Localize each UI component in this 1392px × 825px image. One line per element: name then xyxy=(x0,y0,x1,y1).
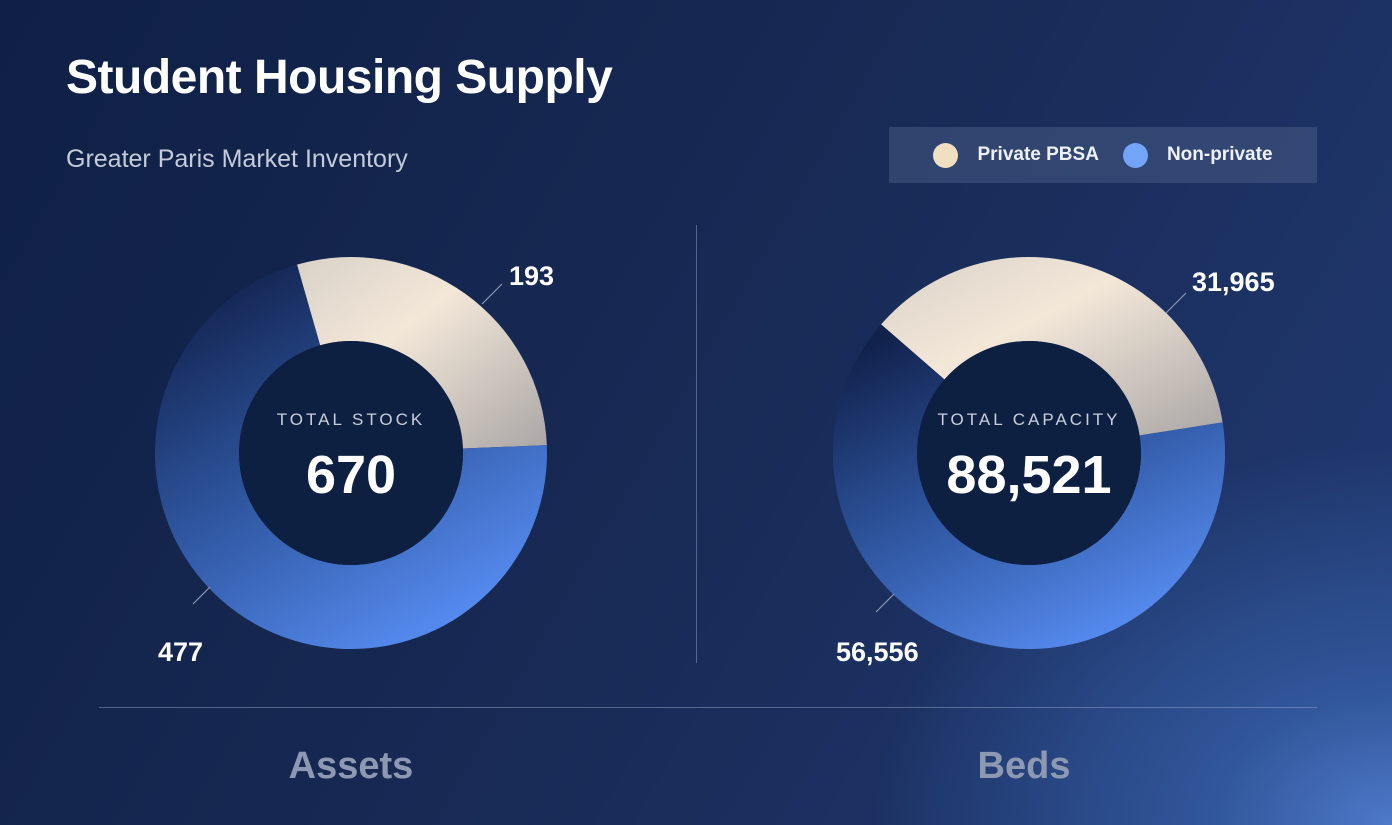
donut-assets: TOTAL STOCK 670 193 477 xyxy=(154,257,554,667)
legend-swatch-private-pbsa xyxy=(933,142,959,168)
page-title: Student Housing Supply xyxy=(66,51,613,104)
data-label-private-pbsa: 193 xyxy=(509,261,554,291)
caption-assets: Assets xyxy=(288,745,414,787)
center-label: TOTAL CAPACITY xyxy=(937,410,1120,429)
legend-label: Private PBSA xyxy=(977,144,1099,165)
data-label-private-pbsa: 31,965 xyxy=(1192,267,1275,297)
legend-label: Non-private xyxy=(1166,144,1273,165)
page-subtitle: Greater Paris Market Inventory xyxy=(66,145,408,173)
legend: Private PBSA Non-private xyxy=(889,127,1317,183)
legend-swatch-non-private xyxy=(1122,142,1148,168)
center-label: TOTAL STOCK xyxy=(277,410,426,429)
data-label-non-private: 477 xyxy=(158,637,203,667)
caption-beds: Beds xyxy=(977,745,1071,787)
leader-line xyxy=(1165,292,1187,314)
legend-item-non-private: Non-private xyxy=(1122,142,1273,168)
slice-private-pbsa xyxy=(296,257,547,449)
slice-private-pbsa xyxy=(881,257,1223,436)
leader-line xyxy=(875,593,895,613)
donut-hole xyxy=(917,341,1141,565)
horizontal-divider xyxy=(99,707,1317,708)
slice-non-private xyxy=(154,264,547,649)
donut-beds: TOTAL CAPACITY 88,521 31,965 56,556 xyxy=(833,257,1275,667)
legend-item-private-pbsa: Private PBSA xyxy=(933,142,1099,168)
leader-line xyxy=(481,283,503,305)
donut-hole xyxy=(239,341,463,565)
center-value: 670 xyxy=(306,445,396,505)
vertical-divider xyxy=(696,225,697,663)
leader-line xyxy=(192,586,211,605)
data-label-non-private: 56,556 xyxy=(836,637,919,667)
center-value: 88,521 xyxy=(946,445,1111,505)
slice-non-private xyxy=(833,324,1225,649)
